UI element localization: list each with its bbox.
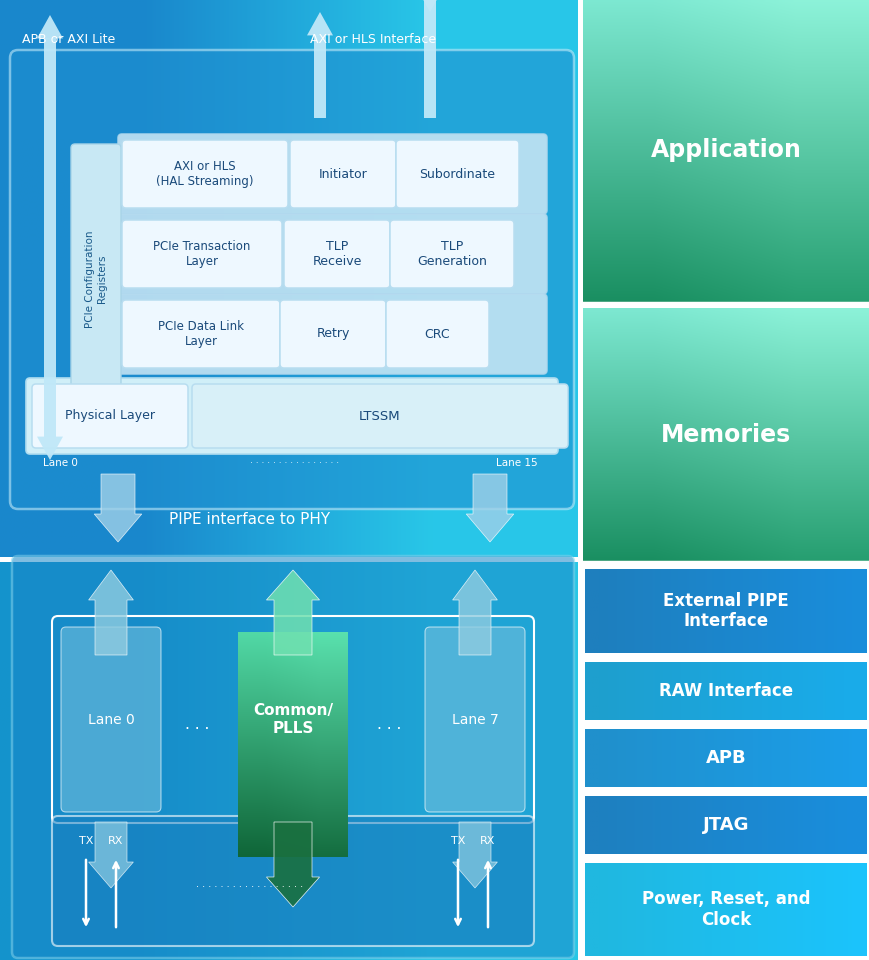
Text: External PIPE
Interface: External PIPE Interface — [663, 591, 789, 631]
Text: Lane 7: Lane 7 — [452, 712, 499, 727]
Polygon shape — [424, 0, 436, 118]
Text: Subordinate: Subordinate — [420, 167, 495, 180]
Text: AXI or HLS
(HAL Streaming): AXI or HLS (HAL Streaming) — [156, 160, 254, 188]
Text: APB: APB — [706, 749, 746, 767]
Text: Common/
PLLS: Common/ PLLS — [253, 704, 333, 735]
FancyBboxPatch shape — [396, 140, 519, 208]
Text: JTAG: JTAG — [703, 816, 749, 834]
FancyBboxPatch shape — [118, 294, 547, 374]
Text: · · · · · · · · · · · · · · · · · ·: · · · · · · · · · · · · · · · · · · — [196, 882, 306, 892]
Text: · · · · · · · · · · · · · · · ·: · · · · · · · · · · · · · · · · — [250, 459, 342, 468]
FancyBboxPatch shape — [122, 140, 288, 208]
Polygon shape — [453, 570, 497, 655]
Polygon shape — [94, 474, 142, 542]
Polygon shape — [89, 822, 134, 888]
Text: Retry: Retry — [316, 327, 349, 341]
Polygon shape — [417, 0, 443, 12]
Text: CRC: CRC — [425, 327, 450, 341]
FancyBboxPatch shape — [32, 384, 188, 448]
Polygon shape — [37, 15, 63, 38]
Polygon shape — [267, 822, 320, 907]
Text: Lane 0: Lane 0 — [88, 712, 135, 727]
Text: · · ·: · · · — [377, 722, 401, 737]
FancyBboxPatch shape — [71, 144, 121, 414]
Text: LTSSM: LTSSM — [359, 410, 401, 422]
Polygon shape — [89, 570, 134, 655]
Text: PCIe Data Link
Layer: PCIe Data Link Layer — [158, 320, 244, 348]
Text: Application: Application — [651, 138, 801, 162]
Polygon shape — [37, 437, 63, 460]
Text: Lane 15: Lane 15 — [496, 458, 538, 468]
FancyBboxPatch shape — [280, 300, 386, 368]
Text: RX: RX — [481, 836, 495, 846]
FancyBboxPatch shape — [386, 300, 489, 368]
FancyBboxPatch shape — [390, 220, 514, 288]
Text: RAW Interface: RAW Interface — [659, 682, 793, 700]
FancyBboxPatch shape — [290, 140, 396, 208]
Text: TX: TX — [451, 836, 465, 846]
Polygon shape — [307, 12, 333, 36]
FancyBboxPatch shape — [61, 627, 161, 812]
Text: Memories: Memories — [661, 423, 791, 447]
Text: Power, Reset, and
Clock: Power, Reset, and Clock — [641, 890, 810, 929]
Polygon shape — [453, 822, 497, 888]
FancyBboxPatch shape — [118, 134, 547, 214]
Text: Lane 0: Lane 0 — [43, 458, 78, 468]
FancyBboxPatch shape — [425, 627, 525, 812]
Text: Physical Layer: Physical Layer — [65, 410, 155, 422]
FancyBboxPatch shape — [122, 220, 282, 288]
FancyBboxPatch shape — [122, 300, 280, 368]
Text: PIPE interface to PHY: PIPE interface to PHY — [169, 513, 330, 527]
Polygon shape — [267, 570, 320, 655]
Text: TLP
Generation: TLP Generation — [417, 240, 487, 268]
Text: TX: TX — [79, 836, 93, 846]
Text: AXI or HLS Interface: AXI or HLS Interface — [310, 33, 436, 46]
FancyBboxPatch shape — [52, 816, 534, 946]
Polygon shape — [466, 474, 514, 542]
Text: PCIe Transaction
Layer: PCIe Transaction Layer — [153, 240, 250, 268]
FancyBboxPatch shape — [26, 378, 558, 454]
Polygon shape — [315, 36, 326, 118]
FancyBboxPatch shape — [284, 220, 390, 288]
Text: · · ·: · · · — [185, 722, 209, 737]
Text: APB or AXI Lite: APB or AXI Lite — [22, 33, 116, 46]
Text: PCIe Configuration
Registers: PCIe Configuration Registers — [85, 230, 107, 327]
Text: RX: RX — [109, 836, 123, 846]
FancyBboxPatch shape — [12, 556, 574, 958]
FancyBboxPatch shape — [118, 214, 547, 294]
Text: Initiator: Initiator — [319, 167, 368, 180]
FancyBboxPatch shape — [192, 384, 568, 448]
Text: TLP
Receive: TLP Receive — [312, 240, 362, 268]
FancyBboxPatch shape — [10, 50, 574, 509]
Polygon shape — [44, 38, 56, 437]
